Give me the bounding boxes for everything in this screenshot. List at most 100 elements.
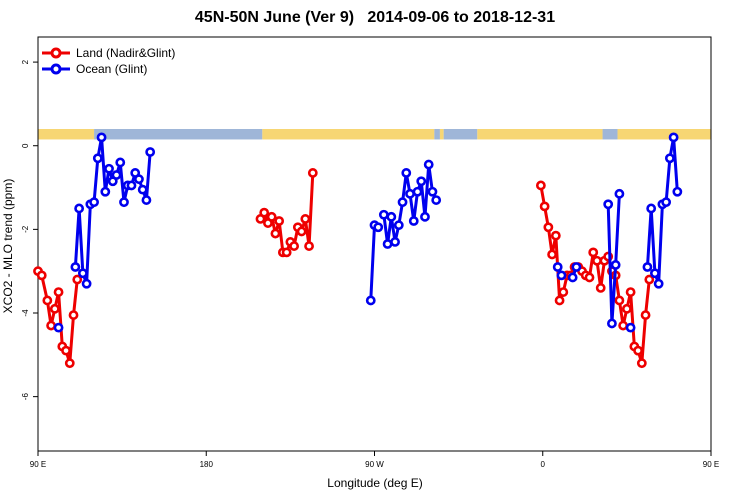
land-data-point: [618, 320, 629, 331]
ocean-data-point: [571, 262, 582, 272]
ocean-series-line: [369, 223, 379, 301]
ocean-data-point: [378, 209, 389, 220]
land-data-point: [270, 228, 281, 239]
land-data-point: [259, 207, 270, 218]
ocean-data-point: [567, 272, 578, 283]
ocean-data-point: [625, 322, 636, 333]
land-data-point: [289, 241, 300, 251]
ocean-data-point: [664, 153, 675, 164]
strip-segment-ocean: [443, 129, 478, 140]
ocean-data-point: [653, 278, 664, 289]
y-tick-label: 0: [21, 143, 30, 148]
x-axis-label: Longitude (deg E): [327, 476, 423, 490]
ocean-data-point: [96, 132, 107, 143]
chart-title: 45N-50N June (Ver 9) 2014-09-06 to 2018-…: [194, 9, 556, 26]
land-data-point: [584, 272, 595, 283]
axis-ticks: 90 E 180 90 W 0 90 E 2 0 -2 -4 -6: [21, 59, 719, 469]
land-data-point: [64, 358, 75, 369]
land-data-point: [595, 283, 606, 293]
land-data-point: [636, 358, 647, 369]
land-data-point: [53, 287, 64, 297]
ocean-data-point: [53, 322, 64, 333]
ocean-data-point: [77, 268, 88, 279]
legend-land-marker: [50, 47, 62, 59]
land-data-point: [304, 241, 314, 251]
ocean-data-point: [70, 262, 81, 272]
ocean-data-point: [427, 186, 438, 197]
land-data-point: [625, 287, 636, 297]
strip-segment-land: [617, 129, 711, 140]
land-data-point: [621, 303, 632, 314]
ocean-data-point: [134, 174, 144, 185]
land-data-point: [307, 168, 318, 178]
ocean-series-line: [606, 193, 621, 325]
ocean-series-line: [73, 135, 152, 286]
ocean-data-point: [145, 147, 156, 157]
strip-segment-ocean: [602, 129, 618, 140]
land-data-point: [550, 230, 561, 241]
strip-segment-land: [439, 129, 444, 140]
x-tick-label: 90 E: [703, 460, 719, 469]
ocean-data-point: [401, 168, 412, 178]
x-tick-label: 90 W: [365, 460, 384, 469]
land-data-point: [614, 295, 625, 306]
land-data-point: [46, 320, 56, 331]
strip-segment-land: [477, 129, 603, 140]
land-data-point: [300, 214, 311, 224]
land-ocean-strip: [38, 129, 711, 140]
x-tick-label: 180: [200, 460, 214, 469]
strip-segment-ocean: [94, 129, 263, 140]
ocean-series-line: [382, 163, 438, 246]
land-data-point: [281, 247, 292, 258]
land-data-point: [266, 211, 277, 222]
land-data-point: [644, 274, 655, 285]
ocean-data-point: [141, 195, 152, 205]
land-data-point: [640, 310, 651, 320]
legend-ocean-label: Ocean (Glint): [76, 62, 147, 76]
legend-land-label: Land (Nadir&Glint): [76, 46, 175, 60]
ocean-data-point: [137, 184, 148, 195]
land-data-point: [539, 201, 550, 212]
y-tick-label: 2: [21, 59, 30, 64]
x-tick-label: 0: [541, 460, 546, 469]
ocean-data-point: [642, 262, 653, 272]
land-data-point: [68, 310, 79, 320]
strip-segment-land: [38, 129, 95, 140]
land-data-point: [543, 222, 554, 233]
land-data-point: [42, 295, 53, 306]
ocean-data-point: [397, 197, 408, 208]
y-tick-label: -4: [21, 309, 30, 317]
ocean-data-point: [100, 186, 111, 197]
y-tick-label: -2: [21, 225, 30, 233]
legend: Land (Nadir&Glint) Ocean (Glint): [42, 46, 175, 76]
ocean-data-point: [126, 180, 137, 191]
ocean-data-point: [89, 197, 99, 208]
series-layer: [33, 132, 683, 369]
ocean-data-point: [416, 176, 427, 187]
ocean-data-point: [115, 157, 126, 168]
strip-segment-land: [262, 129, 435, 140]
land-data-point: [72, 274, 83, 285]
legend-ocean-marker: [50, 63, 62, 75]
ocean-data-point: [650, 268, 660, 279]
ocean-data-point: [119, 197, 129, 208]
land-data-point: [49, 303, 60, 314]
land-data-point: [296, 226, 307, 237]
land-data-point: [592, 255, 602, 266]
ocean-data-point: [408, 216, 419, 226]
land-data-point: [61, 345, 71, 356]
ocean-data-point: [382, 239, 393, 249]
ocean-data-point: [405, 188, 415, 199]
land-data-point: [535, 180, 546, 191]
ocean-data-point: [365, 295, 376, 306]
ocean-data-point: [614, 188, 625, 199]
y-tick-label: -6: [21, 393, 30, 401]
ocean-data-point: [552, 262, 563, 272]
ocean-data-point: [81, 278, 92, 289]
land-data-point: [554, 295, 565, 306]
land-data-point: [274, 216, 285, 226]
land-data-point: [558, 287, 569, 297]
land-data-point: [547, 249, 557, 260]
ocean-data-point: [111, 170, 122, 180]
